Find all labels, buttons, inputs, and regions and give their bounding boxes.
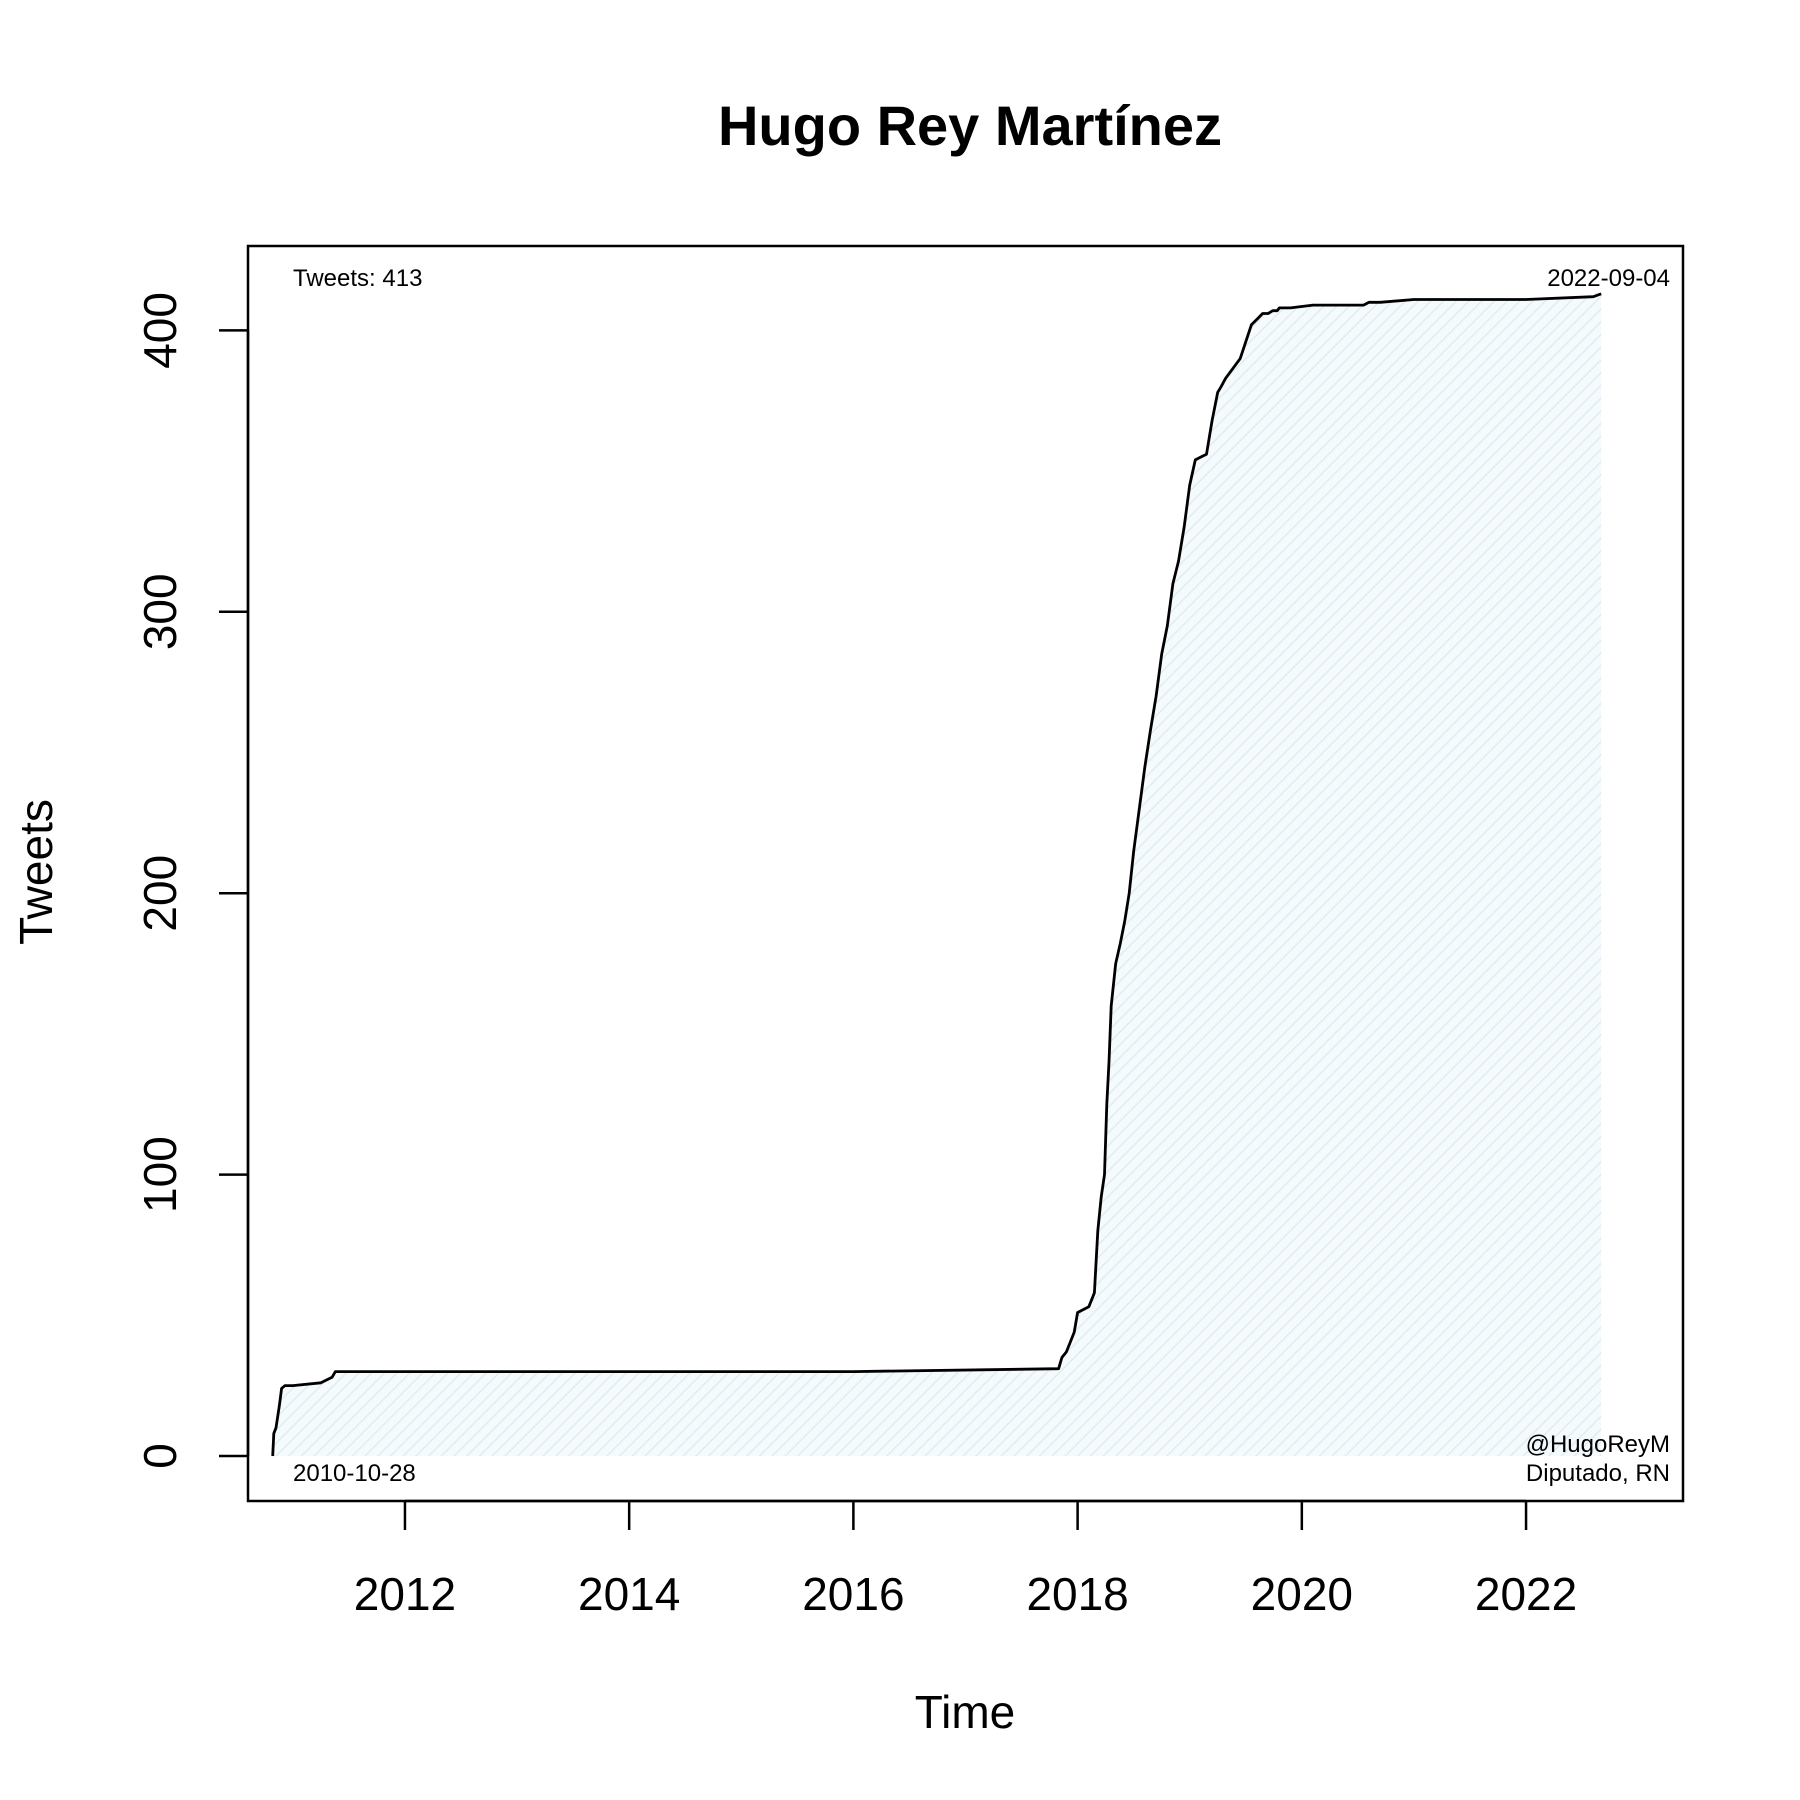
y-tick-label: 200 [134, 855, 186, 932]
annotation-tweet-count: Tweets: 413 [293, 265, 422, 292]
x-tick-label: 2020 [1251, 1568, 1353, 1620]
x-tick-label: 2012 [354, 1568, 456, 1620]
annotation-end-date: 2022-09-04 [1547, 265, 1670, 292]
y-axis: 0 100 200 300 400 [134, 292, 250, 1469]
y-tick-label: 400 [134, 292, 186, 369]
x-tick-label: 2014 [578, 1568, 680, 1620]
annotation-handle: @HugoReyM [1526, 1431, 1670, 1458]
y-tick-label: 300 [134, 573, 186, 650]
x-axis: 2012 2014 2016 2018 2020 2022 [354, 1499, 1577, 1620]
annotation-role: Diputado, RN [1526, 1460, 1670, 1487]
y-tick-label: 100 [134, 1136, 186, 1213]
x-tick-label: 2016 [802, 1568, 904, 1620]
annotation-start-date: 2010-10-28 [293, 1460, 416, 1487]
chart-title: Hugo Rey Martínez [718, 94, 1222, 157]
y-axis-label: Tweets [10, 799, 62, 945]
x-tick-label: 2022 [1475, 1568, 1577, 1620]
series-area [272, 293, 1602, 1456]
x-tick-label: 2018 [1026, 1568, 1128, 1620]
y-tick-label: 0 [134, 1443, 186, 1469]
plot-layer [271, 292, 1602, 1457]
series-line [271, 292, 1602, 1457]
x-axis-label: Time [915, 1686, 1016, 1738]
